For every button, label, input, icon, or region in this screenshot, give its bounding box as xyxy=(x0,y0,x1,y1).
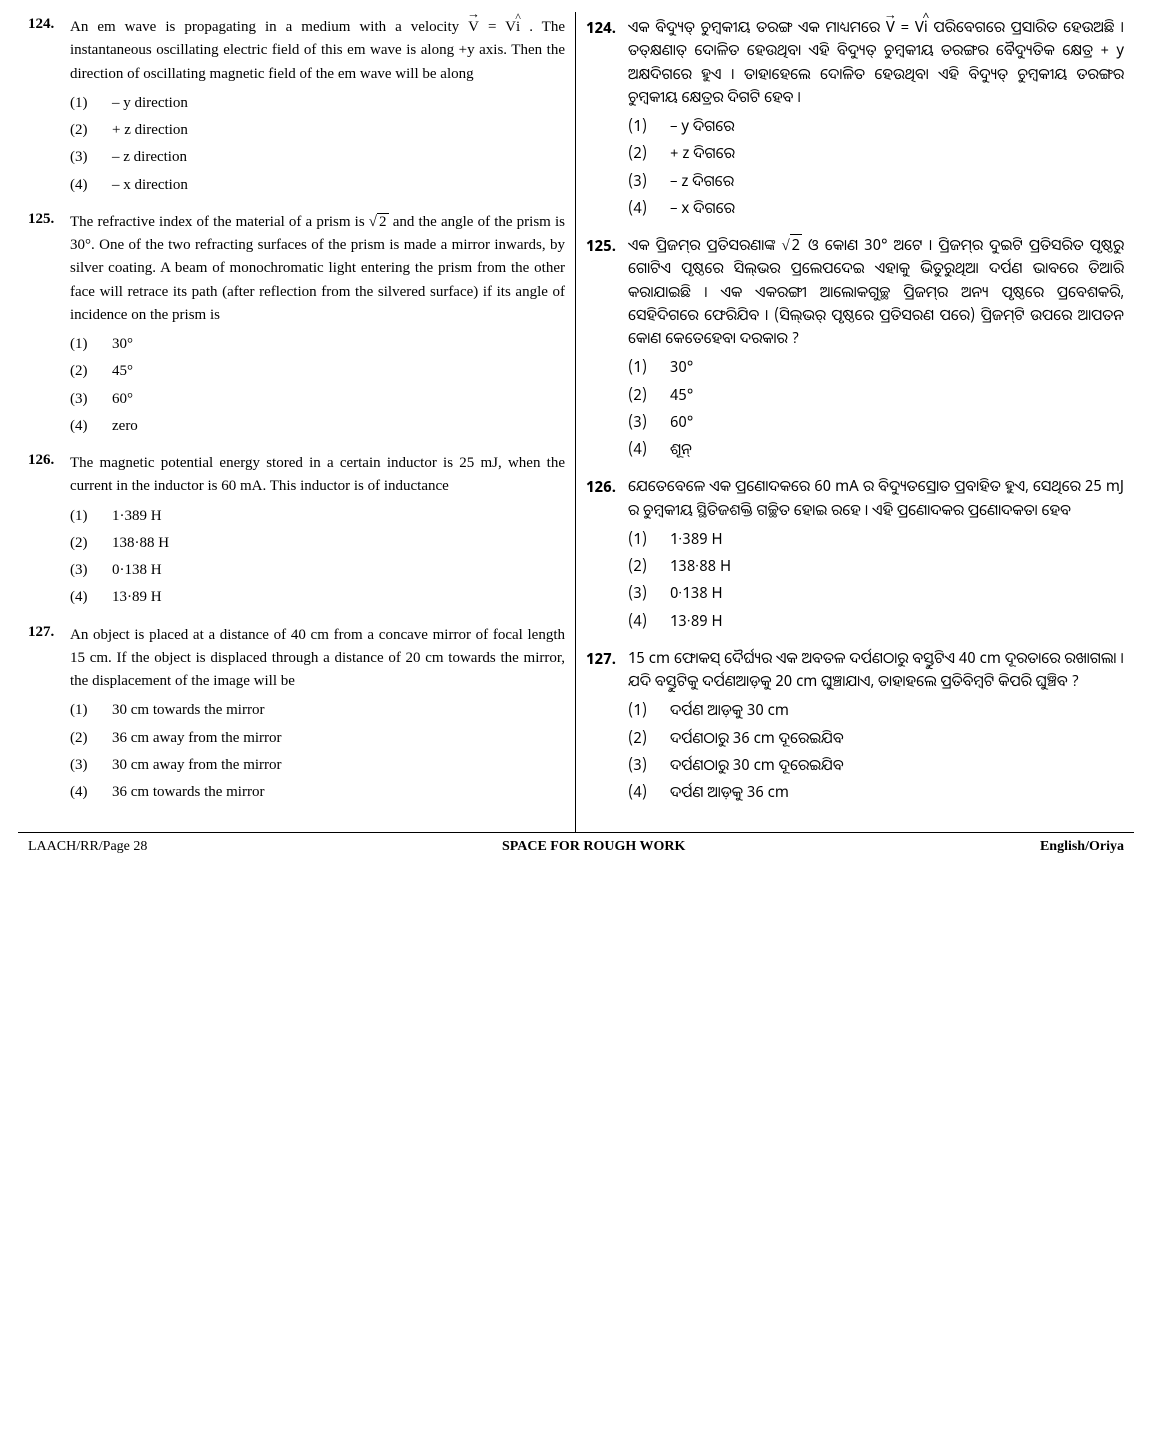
option: (2)138·88 H xyxy=(70,532,565,555)
option: (4)ଦର୍ପଣ ଆଡ଼କୁ 36 cm xyxy=(628,781,1124,804)
footer-left: LAACH/RR/Page 28 xyxy=(28,839,147,855)
question-stem: An object is placed at a distance of 40 … xyxy=(70,624,565,694)
question-stem: An em wave is propagating in a medium wi… xyxy=(70,16,565,86)
question-number: 124. xyxy=(28,16,70,201)
option: (2)138·88 H xyxy=(628,555,1124,578)
options: (1)1·389 H (2)138·88 H (3)0·138 H (4)13·… xyxy=(628,528,1124,633)
options: (1)30 cm towards the mirror (2)36 cm awa… xyxy=(70,699,565,804)
page-columns: 124. An em wave is propagating in a medi… xyxy=(18,12,1134,833)
question-number: 127. xyxy=(586,647,628,809)
option: (3)– z direction xyxy=(70,146,565,169)
unit-vector-i: i xyxy=(924,16,928,39)
left-column: 124. An em wave is propagating in a medi… xyxy=(18,12,576,832)
option: (3)– z ଦିଗରେ xyxy=(628,170,1124,193)
option: (4)– x direction xyxy=(70,174,565,197)
option: (1)30 cm towards the mirror xyxy=(70,699,565,722)
options: (1)1·389 H (2)138·88 H (3)0·138 H (4)13·… xyxy=(70,505,565,610)
question-stem: 15 cm ଫୋକସ୍ ଦୈର୍ଘ୍ୟର ଏକ ଅବତଳ ଦର୍ପଣଠାରୁ ବ… xyxy=(628,647,1124,694)
option: (4)ଶୂନ୍ xyxy=(628,438,1124,461)
option: (1)1·389 H xyxy=(70,505,565,528)
option: (1)– y ଦିଗରେ xyxy=(628,115,1124,138)
question-stem: ଏକ ପ୍ରିଜମ୍‌ର ପ୍ରତିସରଣାଙ୍କ √2 ଓ କୋଣ 30° ଅ… xyxy=(628,234,1124,350)
options: (1)30° (2)45° (3)60° (4)zero xyxy=(70,333,565,438)
question-number: 125. xyxy=(586,234,628,465)
question-127-or: 127. 15 cm ଫୋକସ୍ ଦୈର୍ଘ୍ୟର ଏକ ଅବତଳ ଦର୍ପଣଠ… xyxy=(586,647,1124,809)
footer-right: English/Oriya xyxy=(1040,839,1124,855)
option: (2)+ z ଦିଗରେ xyxy=(628,142,1124,165)
option: (1)– y direction xyxy=(70,92,565,115)
question-stem: ଯେତେବେଳେ ଏକ ପ୍ରଣୋଦକରେ 60 mA ର ବିଦ୍ୟୁତସ୍ର… xyxy=(628,475,1124,522)
options: (1)30° (2)45° (3)60° (4)ଶୂନ୍ xyxy=(628,356,1124,461)
option: (4)13·89 H xyxy=(628,610,1124,633)
question-125-or: 125. ଏକ ପ୍ରିଜମ୍‌ର ପ୍ରତିସରଣାଙ୍କ √2 ଓ କୋଣ … xyxy=(586,234,1124,465)
question-126-en: 126. The magnetic potential energy store… xyxy=(28,452,565,614)
options: (1)– y direction (2)+ z direction (3)– z… xyxy=(70,92,565,197)
unit-vector-i: i xyxy=(516,16,520,39)
question-125-en: 125. The refractive index of the materia… xyxy=(28,211,565,442)
option: (2)ଦର୍ପଣଠାରୁ 36 cm ଦୂରେଇଯିବ xyxy=(628,727,1124,750)
vector-v: V xyxy=(468,16,479,39)
sqrt-2: 2 xyxy=(377,213,389,230)
question-number: 126. xyxy=(586,475,628,637)
option: (1)ଦର୍ପଣ ଆଡ଼କୁ 30 cm xyxy=(628,699,1124,722)
options: (1)– y ଦିଗରେ (2)+ z ଦିଗରେ (3)– z ଦିଗରେ (… xyxy=(628,115,1124,220)
question-number: 125. xyxy=(28,211,70,442)
option: (3)30 cm away from the mirror xyxy=(70,754,565,777)
option: (3)60° xyxy=(70,388,565,411)
question-stem: The refractive index of the material of … xyxy=(70,211,565,327)
options: (1)ଦର୍ପଣ ଆଡ଼କୁ 30 cm (2)ଦର୍ପଣଠାରୁ 36 cm … xyxy=(628,699,1124,804)
option: (2)+ z direction xyxy=(70,119,565,142)
option: (2)45° xyxy=(70,360,565,383)
footer-center: SPACE FOR ROUGH WORK xyxy=(502,839,685,855)
option: (2)45° xyxy=(628,384,1124,407)
question-number: 126. xyxy=(28,452,70,614)
page-footer: LAACH/RR/Page 28 SPACE FOR ROUGH WORK En… xyxy=(18,833,1134,855)
option: (3)0·138 H xyxy=(628,582,1124,605)
question-124-or: 124. ଏକ ବିଦ୍ୟୁତ୍ ଚୁମ୍ବକୀୟ ତରଙ୍ଗ ଏକ ମାଧ୍ୟ… xyxy=(586,16,1124,224)
question-number: 127. xyxy=(28,624,70,809)
right-column: 124. ଏକ ବିଦ୍ୟୁତ୍ ଚୁମ୍ବକୀୟ ତରଙ୍ଗ ଏକ ମାଧ୍ୟ… xyxy=(576,12,1134,832)
option: (3)0·138 H xyxy=(70,559,565,582)
question-127-en: 127. An object is placed at a distance o… xyxy=(28,624,565,809)
option: (1)30° xyxy=(628,356,1124,379)
question-stem: ଏକ ବିଦ୍ୟୁତ୍ ଚୁମ୍ବକୀୟ ତରଙ୍ଗ ଏକ ମାଧ୍ୟମରେ V… xyxy=(628,16,1124,109)
option: (4)– x ଦିଗରେ xyxy=(628,197,1124,220)
question-stem: The magnetic potential energy stored in … xyxy=(70,452,565,499)
question-124-en: 124. An em wave is propagating in a medi… xyxy=(28,16,565,201)
option: (4)36 cm towards the mirror xyxy=(70,781,565,804)
option: (1)1·389 H xyxy=(628,528,1124,551)
question-number: 124. xyxy=(586,16,628,224)
option: (2)36 cm away from the mirror xyxy=(70,727,565,750)
sqrt-2: 2 xyxy=(790,234,802,255)
option: (4)zero xyxy=(70,415,565,438)
question-126-or: 126. ଯେତେବେଳେ ଏକ ପ୍ରଣୋଦକରେ 60 mA ର ବିଦ୍ୟ… xyxy=(586,475,1124,637)
option: (4)13·89 H xyxy=(70,586,565,609)
vector-v: V xyxy=(886,16,895,39)
option: (3)60° xyxy=(628,411,1124,434)
option: (3)ଦର୍ପଣଠାରୁ 30 cm ଦୂରେଇଯିବ xyxy=(628,754,1124,777)
option: (1)30° xyxy=(70,333,565,356)
